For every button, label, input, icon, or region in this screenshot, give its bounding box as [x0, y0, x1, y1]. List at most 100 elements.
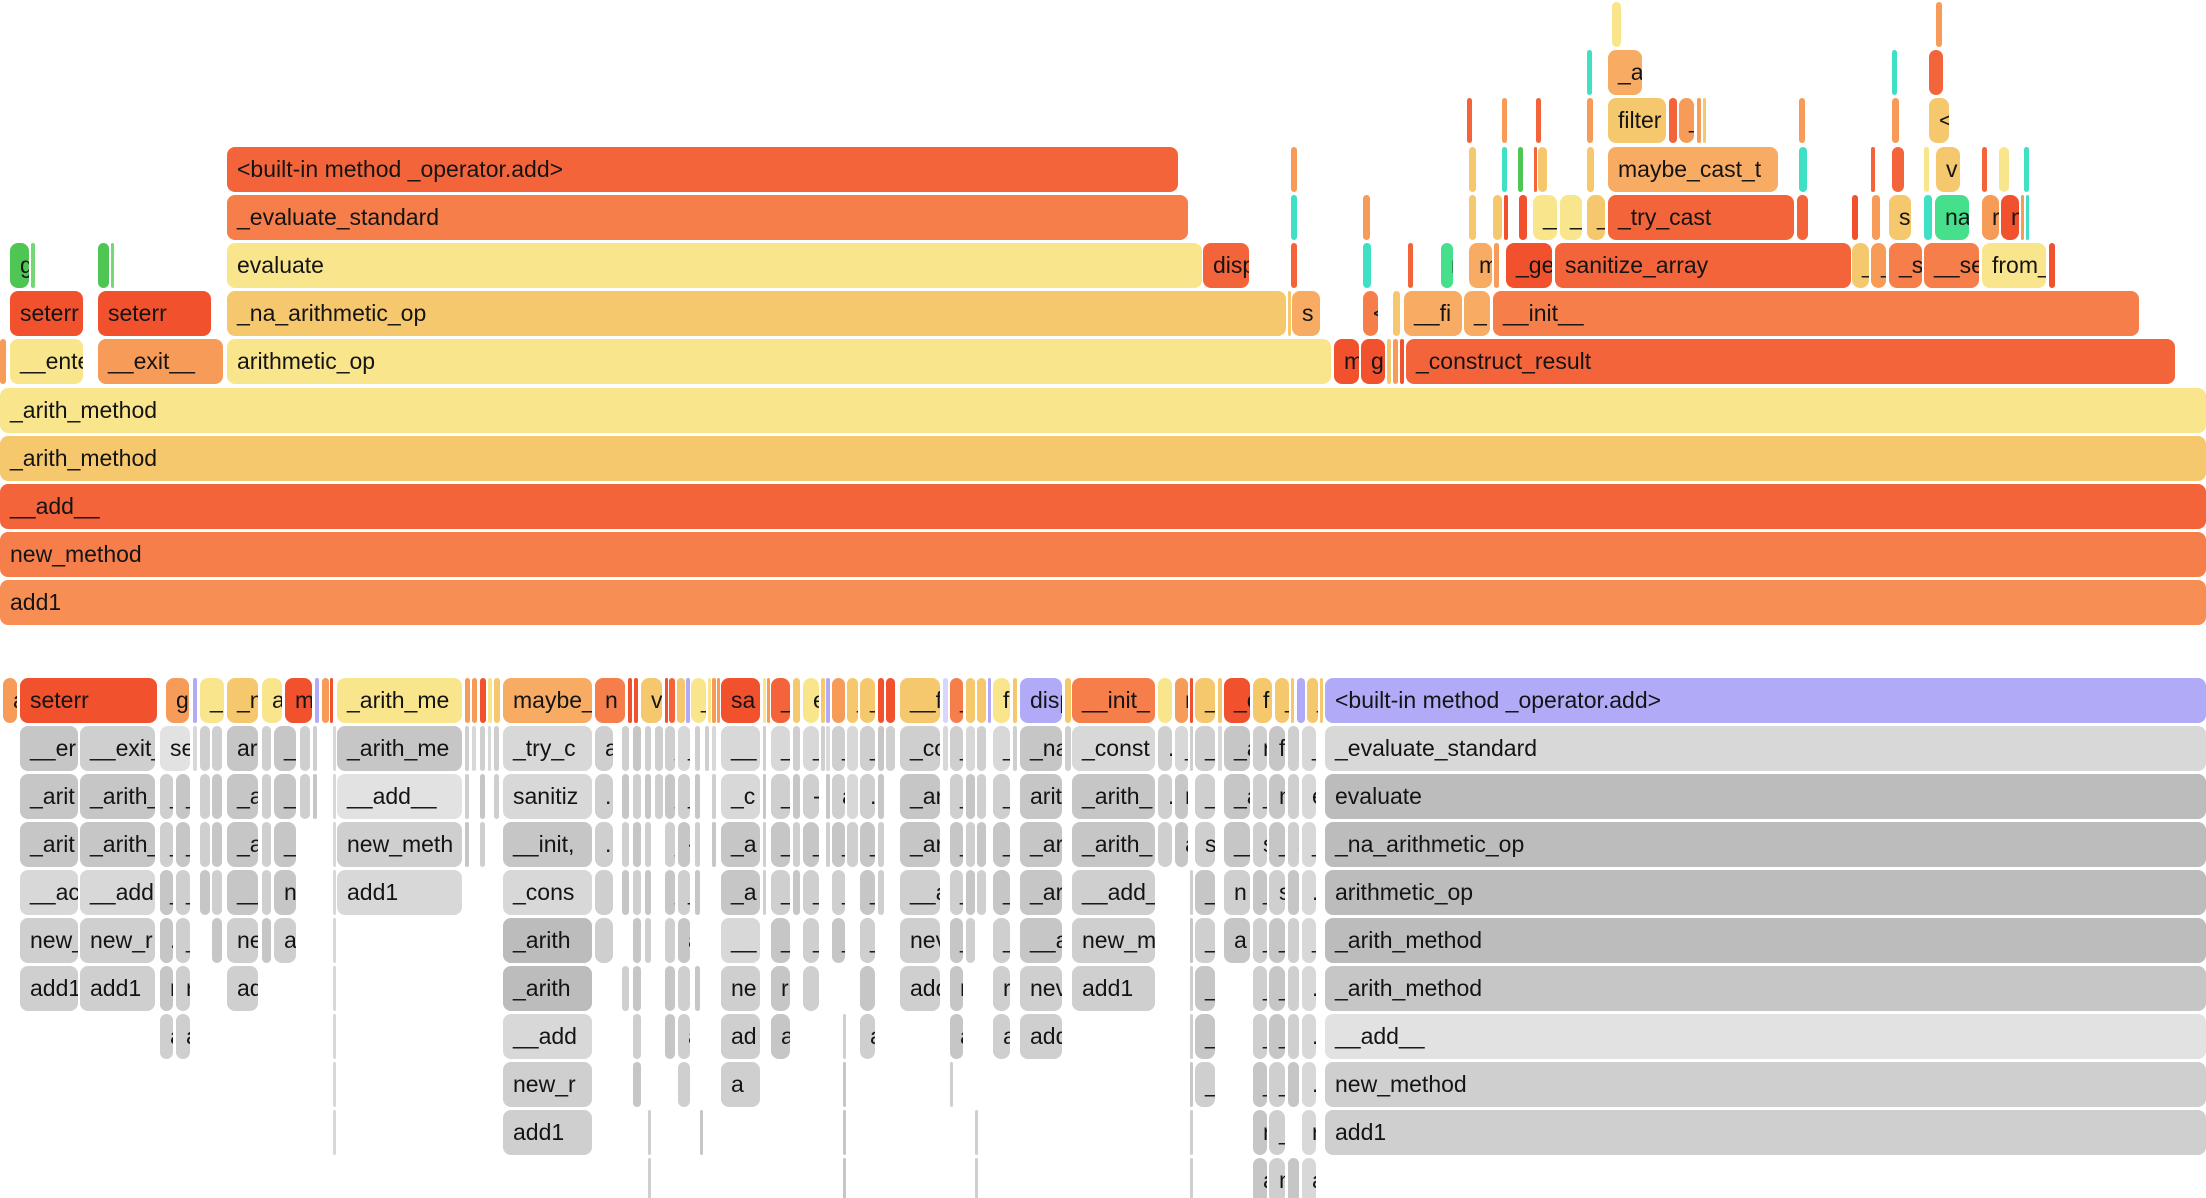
frame-bar[interactable]: _ [665, 774, 675, 819]
frame-bar[interactable]: _ [262, 822, 271, 867]
frame-bar[interactable] [1852, 195, 1858, 240]
frame-bar[interactable] [966, 678, 975, 723]
frame-bar[interactable] [645, 822, 651, 867]
frame-bar[interactable] [717, 678, 720, 723]
frame-bar[interactable] [763, 774, 766, 819]
frame-bar[interactable] [1872, 195, 1880, 240]
frame-bar[interactable] [843, 1062, 846, 1107]
frame-bar[interactable] [1013, 678, 1017, 723]
frame-bar[interactable]: _ [1195, 726, 1215, 771]
frame-bar[interactable]: _ [1175, 726, 1188, 771]
frame-bar[interactable]: n [1224, 870, 1250, 915]
frame-bar[interactable] [686, 678, 690, 723]
frame-bar[interactable] [943, 726, 948, 771]
frame-bar[interactable] [1502, 147, 1507, 192]
frame-bar[interactable] [1892, 147, 1904, 192]
frame-bar[interactable] [494, 678, 500, 723]
frame-bar[interactable] [1871, 147, 1875, 192]
frame-bar[interactable] [1288, 291, 1291, 336]
frame-bar[interactable] [763, 726, 766, 771]
frame-bar[interactable] [1587, 147, 1594, 192]
frame-bar[interactable]: . [1288, 870, 1299, 915]
frame-bar[interactable]: _ [1195, 966, 1215, 1011]
frame-bar[interactable]: ari [227, 726, 258, 771]
frame-bar[interactable] [465, 726, 469, 771]
frame-bar[interactable] [645, 918, 651, 963]
frame-bar[interactable]: _na_arithmetic_op [1325, 822, 2206, 867]
frame-bar[interactable] [847, 726, 858, 771]
frame-bar[interactable] [1190, 1014, 1193, 1059]
frame-bar[interactable]: _co [900, 726, 940, 771]
frame-bar[interactable]: arit [1020, 774, 1062, 819]
frame-bar[interactable] [480, 726, 485, 771]
frame-bar[interactable]: _try_c [503, 726, 592, 771]
frame-bar[interactable] [878, 870, 884, 915]
frame-bar[interactable] [200, 822, 210, 867]
frame-bar[interactable]: _arit [20, 774, 78, 819]
frame-bar[interactable]: _ [860, 726, 875, 771]
frame-bar[interactable] [1494, 243, 1499, 288]
frame-bar[interactable]: _ [176, 822, 190, 867]
frame-bar[interactable]: _ [860, 918, 875, 963]
frame-bar[interactable]: a [1175, 822, 1188, 867]
frame-bar[interactable]: - [678, 822, 690, 867]
frame-bar[interactable]: a [1253, 1158, 1267, 1198]
frame-bar[interactable]: _ [1269, 966, 1285, 1011]
frame-bar[interactable]: _ [665, 870, 675, 915]
frame-bar[interactable]: __add_ [1072, 870, 1155, 915]
frame-bar[interactable]: _ [1253, 774, 1267, 819]
frame-bar[interactable]: __init_ [1072, 678, 1155, 723]
frame-bar[interactable] [975, 1158, 978, 1198]
frame-bar[interactable]: a [1302, 1158, 1316, 1198]
frame-bar[interactable]: a [212, 918, 222, 963]
frame-bar[interactable] [645, 870, 651, 915]
frame-bar[interactable]: add1 [503, 1110, 592, 1155]
frame-bar[interactable] [1291, 147, 1297, 192]
frame-bar[interactable]: ge [166, 678, 189, 723]
frame-bar[interactable] [633, 822, 641, 867]
frame-bar[interactable]: a [993, 1014, 1010, 1059]
frame-bar[interactable]: n [1253, 726, 1267, 771]
frame-bar[interactable] [1158, 678, 1172, 723]
frame-bar[interactable] [1218, 678, 1222, 723]
frame-bar[interactable] [878, 774, 884, 819]
frame-bar[interactable]: _a [721, 870, 760, 915]
frame-bar[interactable] [633, 870, 641, 915]
frame-bar[interactable] [212, 726, 222, 771]
frame-bar[interactable]: _ar [900, 774, 940, 819]
frame-bar[interactable]: _arith_ [1072, 822, 1155, 867]
frame-bar[interactable] [1190, 1158, 1193, 1198]
frame-bar[interactable] [821, 678, 825, 723]
frame-bar[interactable]: _ [771, 822, 790, 867]
frame-bar[interactable] [678, 966, 690, 1011]
frame-bar[interactable]: r [993, 966, 1010, 1011]
frame-bar[interactable]: a [595, 726, 613, 771]
frame-bar[interactable]: _arith_ [80, 822, 155, 867]
frame-bar[interactable] [677, 678, 685, 723]
frame-bar[interactable] [648, 1158, 651, 1198]
frame-bar[interactable]: - [803, 774, 819, 819]
frame-bar[interactable] [678, 1062, 690, 1107]
frame-bar[interactable] [465, 678, 470, 723]
frame-bar[interactable] [826, 822, 830, 867]
frame-bar[interactable]: __er [20, 726, 78, 771]
frame-bar[interactable] [1799, 147, 1807, 192]
frame-bar[interactable]: ne [227, 918, 258, 963]
frame-bar[interactable]: __add [503, 1014, 592, 1059]
frame-bar[interactable]: _arith [503, 918, 592, 963]
frame-bar[interactable] [1393, 291, 1400, 336]
frame-bar[interactable]: _ [950, 918, 963, 963]
frame-bar[interactable]: _ [950, 774, 963, 819]
frame-bar[interactable]: _ [665, 822, 675, 867]
frame-bar[interactable]: _ [771, 870, 790, 915]
frame-bar[interactable]: _ [1307, 678, 1318, 723]
frame-bar[interactable]: e [803, 678, 819, 723]
frame-bar[interactable]: s [1288, 822, 1299, 867]
frame-bar[interactable] [847, 822, 858, 867]
frame-bar[interactable] [977, 726, 986, 771]
frame-bar[interactable]: . [1302, 1014, 1316, 1059]
frame-bar[interactable] [2049, 243, 2055, 288]
frame-bar[interactable]: _arith_me [337, 678, 462, 723]
frame-bar[interactable] [1536, 98, 1541, 143]
